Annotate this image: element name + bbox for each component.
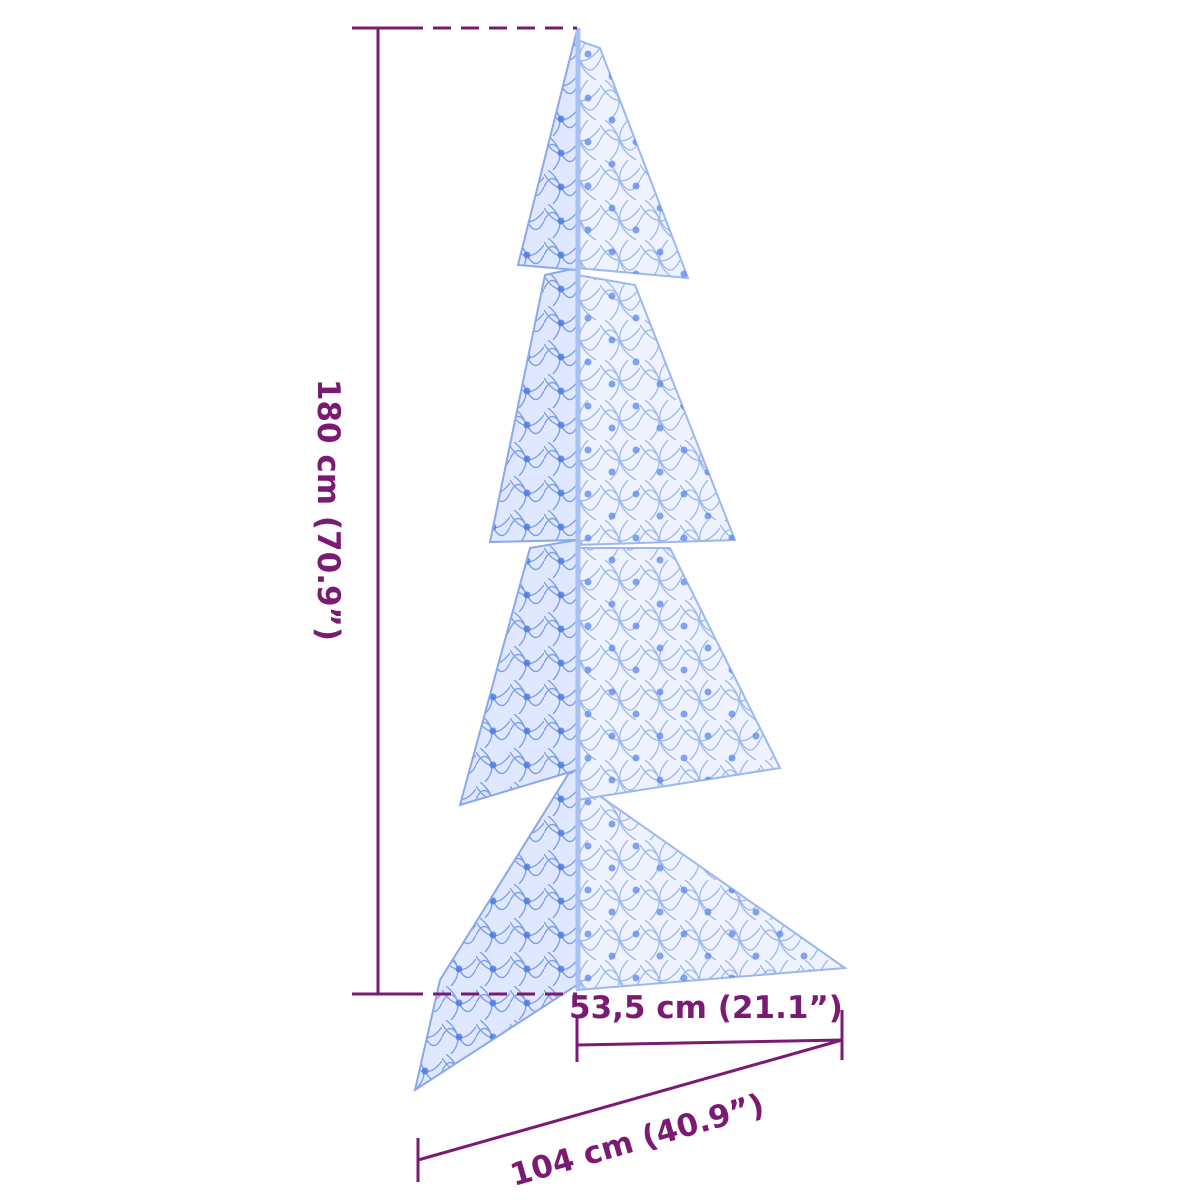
tree-tier-2-front-panel bbox=[488, 266, 578, 544]
christmas-tree-illustration bbox=[413, 28, 848, 1093]
tree-tier-3-front-panel bbox=[458, 538, 578, 807]
tree-tier-4-front-panel bbox=[413, 756, 578, 1093]
width-dimension bbox=[416, 1038, 843, 1182]
depth-dimension bbox=[575, 1010, 844, 1062]
height-label: 180 cm (70.9”) bbox=[310, 379, 346, 641]
depth-label: 53,5 cm (21.1”) bbox=[569, 990, 843, 1026]
width-label: 104 cm (40.9”) bbox=[506, 1087, 768, 1194]
tree-tier-1-front-panel bbox=[516, 29, 578, 272]
height-dimension bbox=[352, 26, 577, 996]
